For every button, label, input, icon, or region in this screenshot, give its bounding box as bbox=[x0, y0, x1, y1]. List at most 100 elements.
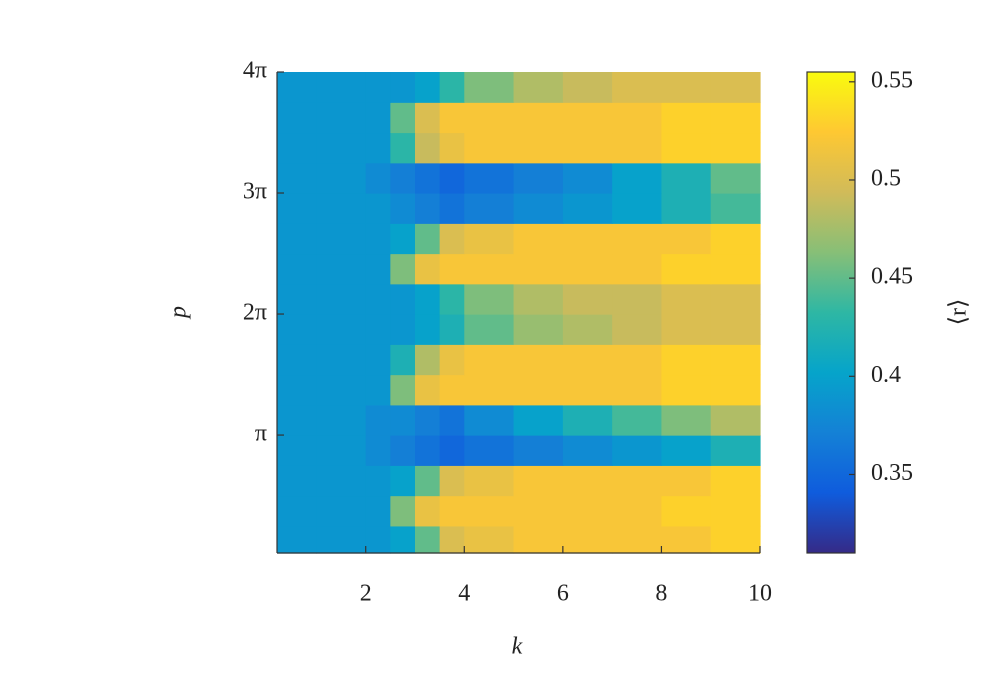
heatmap-cell bbox=[562, 495, 613, 527]
heatmap-cell bbox=[513, 162, 564, 194]
heatmap-cell bbox=[612, 162, 663, 194]
heatmap-cell bbox=[316, 344, 367, 376]
heatmap-cell bbox=[612, 435, 663, 466]
heatmap-cell bbox=[661, 435, 712, 466]
heatmap-cell bbox=[661, 344, 712, 376]
heatmap-cell bbox=[464, 72, 515, 103]
heatmap-cell bbox=[612, 495, 663, 527]
y-tick-label: 2π bbox=[243, 300, 267, 326]
heatmap-cell bbox=[661, 102, 712, 134]
y-axis-label: p bbox=[166, 306, 192, 320]
heatmap-cell bbox=[415, 344, 441, 376]
heatmap-cell bbox=[390, 132, 416, 164]
heatmap-cell bbox=[464, 102, 515, 134]
heatmap-cell bbox=[390, 344, 416, 376]
heatmap-cell bbox=[710, 72, 761, 103]
heatmap-cell bbox=[390, 102, 416, 134]
heatmap-cell bbox=[513, 314, 564, 345]
heatmap-cell bbox=[390, 435, 416, 466]
heatmap-cell bbox=[710, 162, 761, 194]
heatmap-cell bbox=[365, 404, 391, 436]
heatmap-cell bbox=[390, 162, 416, 194]
heatmap-cell bbox=[415, 465, 441, 497]
heatmap-cell bbox=[464, 132, 515, 164]
heatmap-cell bbox=[661, 72, 712, 103]
heatmap-cell bbox=[365, 223, 391, 255]
heatmap-cell bbox=[390, 314, 416, 345]
heatmap-cell bbox=[661, 374, 712, 406]
heatmap-cell bbox=[277, 72, 318, 103]
heatmap-cell bbox=[661, 525, 712, 554]
heatmap-cell bbox=[439, 223, 465, 255]
heatmap-cell bbox=[710, 132, 761, 164]
heatmap-cell bbox=[464, 404, 515, 436]
heatmap-cell bbox=[365, 162, 391, 194]
y-tick-label: 3π bbox=[243, 179, 267, 205]
heatmap-cell bbox=[562, 465, 613, 497]
heatmap-cell bbox=[513, 495, 564, 527]
heatmap-cell bbox=[562, 283, 613, 315]
heatmap-cell bbox=[439, 193, 465, 224]
heatmap-cell bbox=[365, 102, 391, 134]
heatmap-cell bbox=[513, 193, 564, 224]
heatmap-cell bbox=[562, 193, 613, 224]
heatmap-cell bbox=[513, 283, 564, 315]
heatmap-cell bbox=[277, 253, 318, 285]
heatmap-cell bbox=[365, 193, 391, 224]
heatmap-cell bbox=[415, 162, 441, 194]
colorbar-tick-label: 0.35 bbox=[871, 460, 913, 486]
heatmap-cell bbox=[316, 435, 367, 466]
heatmap-cell bbox=[513, 435, 564, 466]
heatmap-cell bbox=[415, 102, 441, 134]
heatmap-cell bbox=[277, 374, 318, 406]
heatmap-cell bbox=[562, 374, 613, 406]
heatmap-cell bbox=[439, 283, 465, 315]
heatmap-cell bbox=[710, 465, 761, 497]
heatmap-cell bbox=[464, 465, 515, 497]
heatmap-cell bbox=[390, 283, 416, 315]
heatmap-cell bbox=[316, 404, 367, 436]
heatmap-cell bbox=[439, 102, 465, 134]
heatmap-cell bbox=[710, 374, 761, 406]
heatmap-cell bbox=[464, 374, 515, 406]
heatmap-cell bbox=[316, 495, 367, 527]
heatmap-cell bbox=[316, 314, 367, 345]
heatmap-cell bbox=[464, 314, 515, 345]
heatmap-cell bbox=[562, 525, 613, 554]
heatmap-cell bbox=[562, 344, 613, 376]
heatmap-cell bbox=[277, 404, 318, 436]
colorbar-label: ⟨r⟩ bbox=[946, 299, 972, 326]
heatmap-cell bbox=[439, 495, 465, 527]
heatmap-cell bbox=[464, 525, 515, 554]
heatmap-cell bbox=[710, 495, 761, 527]
heatmap-cell bbox=[415, 253, 441, 285]
heatmap-cell bbox=[710, 344, 761, 376]
y-tick-label: 4π bbox=[243, 58, 267, 84]
heatmap-cell bbox=[562, 162, 613, 194]
heatmap-cell bbox=[464, 344, 515, 376]
heatmap-cell bbox=[562, 102, 613, 134]
heatmap-cell bbox=[316, 525, 367, 554]
heatmap-cell bbox=[710, 314, 761, 345]
heatmap-cell bbox=[439, 72, 465, 103]
heatmap-cell bbox=[365, 72, 391, 103]
heatmap-cell bbox=[612, 404, 663, 436]
heatmap-cell bbox=[464, 495, 515, 527]
heatmap-cell bbox=[612, 283, 663, 315]
heatmap-cell bbox=[513, 223, 564, 255]
heatmap-cell bbox=[513, 102, 564, 134]
heatmap-cell bbox=[365, 525, 391, 554]
colorbar-tick-label: 0.55 bbox=[871, 67, 913, 93]
heatmap-cell bbox=[562, 223, 613, 255]
heatmap-cell bbox=[365, 283, 391, 315]
heatmap-cell bbox=[710, 435, 761, 466]
x-tick-label: 8 bbox=[655, 581, 667, 607]
heatmap-cell bbox=[464, 162, 515, 194]
heatmap-cell bbox=[439, 314, 465, 345]
heatmap-cell bbox=[390, 193, 416, 224]
heatmap-cell bbox=[513, 374, 564, 406]
heatmap-cell bbox=[661, 253, 712, 285]
heatmap-cell bbox=[390, 495, 416, 527]
heatmap-cell bbox=[710, 283, 761, 315]
heatmap-cell bbox=[277, 283, 318, 315]
